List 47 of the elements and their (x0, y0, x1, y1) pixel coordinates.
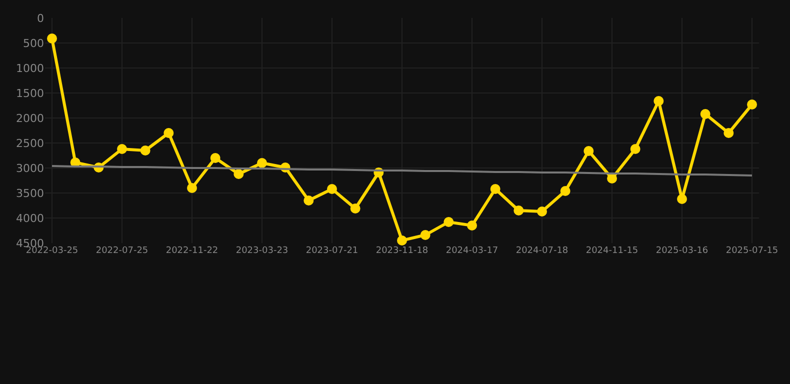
x-tick-label: 2023-07-21 (306, 246, 358, 256)
point (234, 169, 244, 179)
point (397, 236, 407, 246)
x-tick-label: 2024-11-15 (586, 246, 638, 256)
point (210, 153, 220, 163)
point (514, 206, 524, 216)
y-tick-label: 2000 (16, 112, 44, 125)
x-tick-label: 2023-11-18 (376, 246, 428, 256)
point (304, 196, 314, 206)
point (164, 128, 174, 138)
point (187, 183, 197, 193)
point (630, 144, 640, 154)
point (444, 217, 454, 227)
point (607, 174, 617, 184)
point (654, 96, 664, 106)
x-tick-label: 2022-07-25 (96, 246, 148, 256)
y-tick-label: 0 (37, 12, 44, 25)
point (584, 146, 594, 156)
point (560, 186, 570, 196)
y-tick-label: 3000 (16, 162, 44, 175)
point (747, 100, 757, 110)
x-tick-label: 2025-07-15 (726, 246, 778, 256)
y-tick-label: 500 (23, 36, 44, 50)
y-tick-label: 4000 (16, 212, 44, 225)
point (677, 194, 687, 204)
x-tick-label: 2024-07-18 (516, 246, 568, 256)
point (327, 184, 337, 194)
point (117, 144, 127, 154)
point (257, 158, 267, 168)
point (490, 184, 500, 194)
x-tick-label: 2024-03-17 (446, 246, 498, 256)
x-tick-label: 2025-03-16 (656, 246, 708, 256)
y-tick-label: 2500 (16, 136, 44, 150)
y-tick-label: 1000 (16, 62, 44, 75)
point (350, 204, 360, 214)
point (467, 220, 477, 230)
x-tick-label: 2022-11-22 (166, 246, 218, 256)
point (537, 206, 547, 216)
point (700, 109, 710, 119)
x-tick-label: 2023-03-23 (236, 246, 288, 256)
point (420, 230, 430, 240)
point (140, 146, 150, 156)
x-tick-label: 2022-03-25 (26, 246, 78, 256)
y-tick-label: 1500 (16, 86, 44, 100)
y-tick-label: 3500 (16, 186, 44, 200)
point (724, 128, 734, 138)
point (47, 34, 57, 44)
